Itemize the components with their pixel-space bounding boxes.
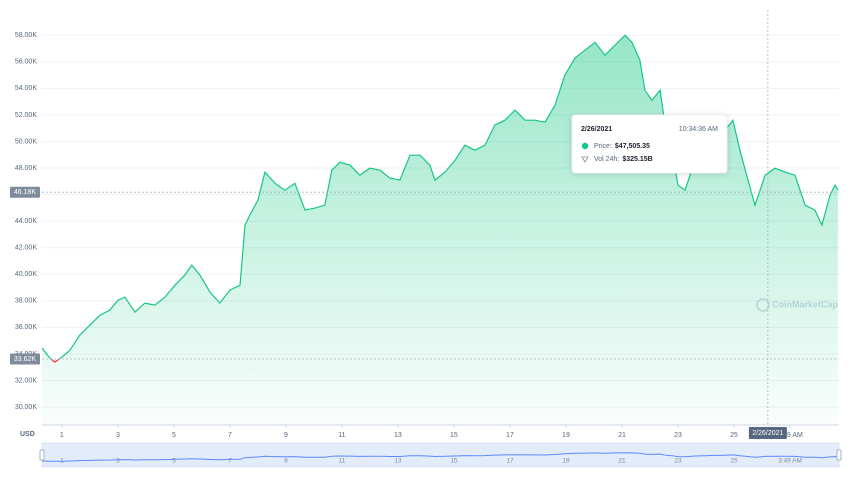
x-tick-label: 9	[284, 432, 288, 439]
navigator-tick-label: 1	[60, 458, 64, 465]
reference-label: 46.18K	[14, 189, 37, 196]
tooltip-item-label: Price:	[594, 143, 612, 150]
x-tick-label: 23	[674, 432, 682, 439]
x-tick-label: 3	[116, 432, 120, 439]
navigator-handle[interactable]	[39, 449, 45, 461]
y-tick-label: 48.00K	[15, 165, 38, 172]
x-tick-label: 17	[506, 432, 514, 439]
y-tick-label: 52.00K	[15, 112, 38, 119]
navigator-tick-label: 3	[116, 458, 120, 465]
tooltip-time: 10:34:36 AM	[679, 126, 718, 133]
reference-label: 33.62K	[14, 356, 37, 363]
x-tick-label: 21	[618, 432, 626, 439]
y-tick-label: 32.00K	[15, 377, 38, 384]
y-tick-label: 44.00K	[15, 218, 38, 225]
y-tick-label: 36.00K	[15, 324, 38, 331]
navigator-tick-label: 17	[506, 458, 514, 465]
navigator-tick-label: 19	[562, 458, 570, 465]
x-tick-label: 3:49 AM	[777, 432, 803, 439]
y-tick-label: 54.00K	[15, 85, 38, 92]
x-tick-label: 5	[172, 432, 176, 439]
y-tick-label: 38.00K	[15, 298, 38, 305]
navigator-tick-label: 13	[394, 458, 402, 465]
navigator-bg	[41, 442, 840, 468]
x-tick-label: 11	[338, 432, 345, 439]
y-tick-label: 30.00K	[15, 404, 38, 411]
crosshair-label: 2/26/2021	[752, 430, 783, 437]
tooltip-item-value: $325.15B	[622, 156, 652, 163]
navigator-line	[41, 452, 838, 462]
x-tick-label: 1	[60, 432, 64, 439]
tooltip-box	[571, 114, 728, 174]
navigator-tick-label: 7	[228, 458, 232, 465]
tooltip-item-value: $47,505.35	[615, 143, 650, 150]
navigator-tick-label: 21	[618, 458, 626, 465]
crosshair-label-bg	[748, 427, 787, 439]
navigator-tick-label: 5	[172, 458, 176, 465]
navigator-tick-label: 11	[339, 458, 346, 465]
x-tick-label: 15	[450, 432, 458, 439]
navigator-tick-label: 15	[450, 458, 458, 465]
x-tick-label: 13	[394, 432, 402, 439]
navigator-tick-label: 3:49 AM	[778, 458, 802, 465]
y-tick-label: 58.00K	[15, 32, 38, 39]
tooltip-item-label: Vol 24h:	[594, 156, 619, 163]
y-tick-label: 40.00K	[15, 271, 38, 278]
x-tick-label: 25	[730, 432, 738, 439]
y-tick-label: 56.00K	[15, 59, 38, 66]
x-tick-label: 19	[562, 432, 570, 439]
tooltip-dot	[581, 142, 589, 150]
navigator-handle[interactable]	[836, 449, 842, 461]
tooltip-date: 2/26/2021	[581, 126, 612, 133]
reference-label-bg	[10, 353, 40, 365]
navigator-tick-label: 9	[284, 458, 288, 465]
y-tick-label: 42.00K	[15, 245, 38, 252]
y-tick-label: 50.00K	[15, 138, 38, 145]
tooltip-icon	[581, 156, 589, 163]
x-tick-label: 7	[228, 432, 232, 439]
navigator-tick-label: 25	[730, 458, 738, 465]
y-axis-label: USD	[20, 431, 35, 438]
navigator-tick-label: 23	[674, 458, 682, 465]
reference-label-bg	[10, 186, 40, 198]
